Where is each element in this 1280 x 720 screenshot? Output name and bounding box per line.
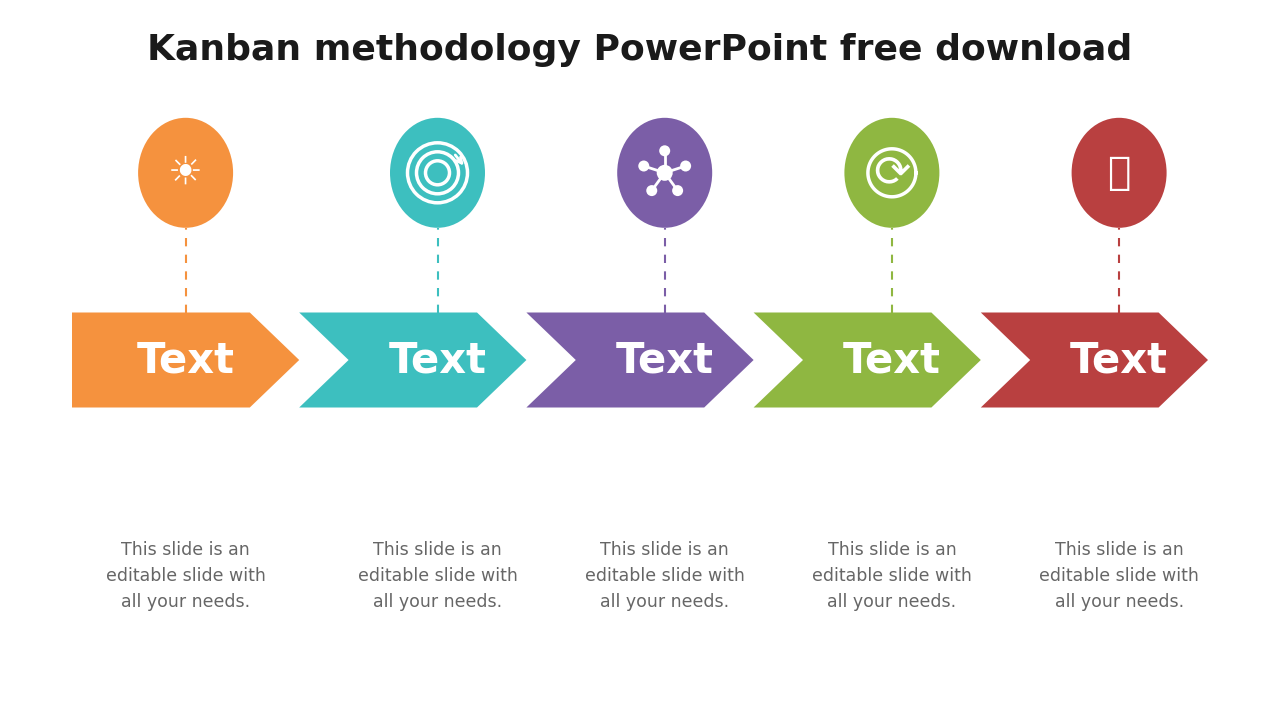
- Circle shape: [646, 185, 657, 196]
- Text: Text: Text: [616, 339, 714, 381]
- Text: 👤: 👤: [1107, 154, 1130, 192]
- Polygon shape: [300, 312, 526, 408]
- Polygon shape: [72, 312, 300, 408]
- Text: Text: Text: [389, 339, 486, 381]
- Ellipse shape: [845, 118, 940, 228]
- Text: This slide is an
editable slide with
all your needs.: This slide is an editable slide with all…: [585, 541, 745, 611]
- Text: This slide is an
editable slide with
all your needs.: This slide is an editable slide with all…: [812, 541, 972, 611]
- Polygon shape: [754, 312, 980, 408]
- Text: This slide is an
editable slide with
all your needs.: This slide is an editable slide with all…: [357, 541, 517, 611]
- Text: Text: Text: [137, 339, 234, 381]
- Text: Kanban methodology PowerPoint free download: Kanban methodology PowerPoint free downl…: [147, 33, 1133, 68]
- Circle shape: [659, 145, 671, 156]
- Circle shape: [639, 161, 649, 171]
- Ellipse shape: [617, 118, 712, 228]
- Circle shape: [680, 161, 691, 171]
- Ellipse shape: [138, 118, 233, 228]
- Ellipse shape: [1071, 118, 1166, 228]
- Text: Text: Text: [1070, 339, 1169, 381]
- Text: This slide is an
editable slide with
all your needs.: This slide is an editable slide with all…: [106, 541, 265, 611]
- Text: ☀: ☀: [168, 154, 204, 192]
- Circle shape: [672, 185, 684, 196]
- Text: ⟳: ⟳: [873, 151, 910, 194]
- Polygon shape: [980, 312, 1208, 408]
- Circle shape: [657, 165, 673, 181]
- Polygon shape: [526, 312, 754, 408]
- Text: Text: Text: [844, 339, 941, 381]
- Text: This slide is an
editable slide with
all your needs.: This slide is an editable slide with all…: [1039, 541, 1199, 611]
- Ellipse shape: [390, 118, 485, 228]
